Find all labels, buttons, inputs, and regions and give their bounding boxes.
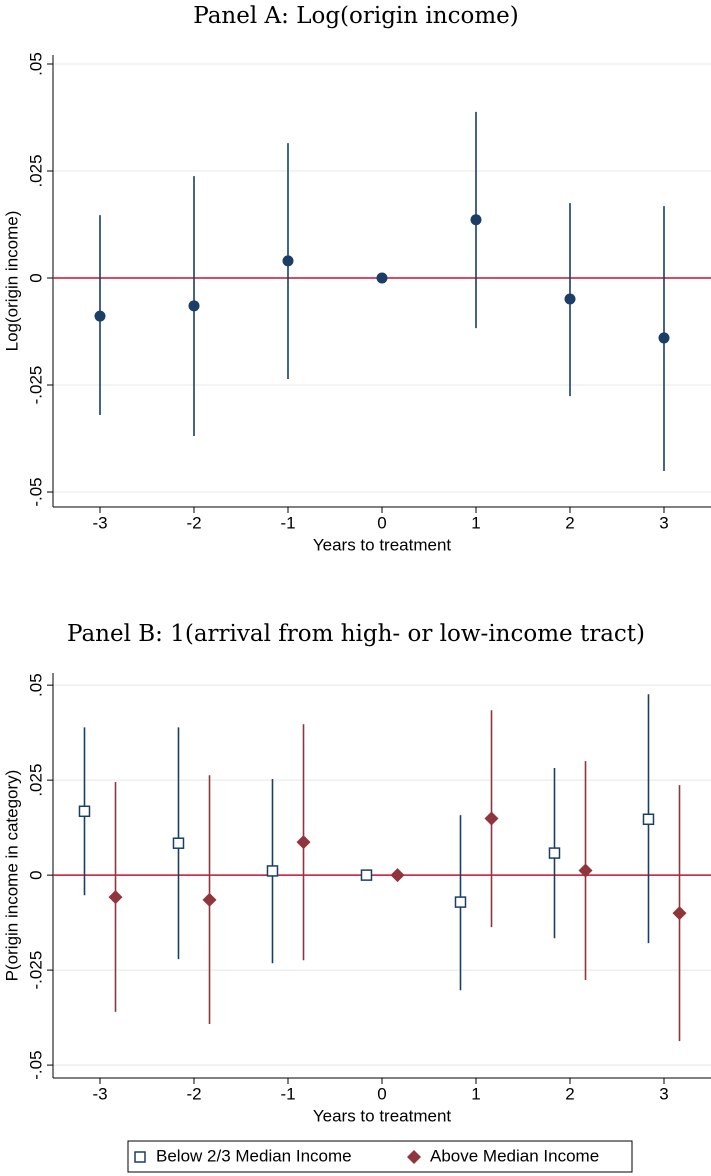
legend-label: Below 2/3 Median Income bbox=[156, 1146, 352, 1165]
y-tick-label: 0 bbox=[26, 870, 45, 879]
legend-label: Above Median Income bbox=[430, 1146, 599, 1165]
x-tick-label: 0 bbox=[377, 513, 386, 532]
point bbox=[108, 890, 123, 905]
x-tick-label: 2 bbox=[565, 513, 574, 532]
x-tick-label: 3 bbox=[659, 1084, 668, 1103]
point bbox=[94, 310, 106, 322]
point bbox=[172, 837, 185, 849]
x-tick-label: 1 bbox=[471, 513, 480, 532]
x-tick-label: 3 bbox=[659, 513, 668, 532]
point bbox=[360, 869, 373, 881]
y-tick-label: 0 bbox=[26, 273, 45, 282]
point bbox=[188, 300, 200, 312]
chart-title: Panel B: 1(arrival from high- or low-inc… bbox=[67, 621, 645, 647]
x-tick-label: -3 bbox=[92, 1084, 107, 1103]
point bbox=[642, 813, 655, 826]
point bbox=[672, 906, 687, 921]
point bbox=[454, 896, 467, 908]
y-tick-label: .05 bbox=[26, 52, 45, 76]
x-tick-label: 0 bbox=[377, 1084, 386, 1103]
y-tick-label: -.025 bbox=[26, 951, 45, 990]
point bbox=[548, 847, 561, 859]
point bbox=[470, 214, 482, 226]
point bbox=[484, 811, 499, 826]
point bbox=[296, 835, 311, 850]
point bbox=[202, 892, 217, 907]
legend-marker bbox=[407, 1150, 421, 1164]
x-tick-label: 1 bbox=[471, 1084, 480, 1103]
y-tick-label: .025 bbox=[26, 154, 45, 187]
y-axis-label: P(origin income in category) bbox=[2, 770, 21, 982]
x-tick-label: -1 bbox=[280, 1084, 295, 1103]
x-tick-label: -3 bbox=[92, 513, 107, 532]
point bbox=[578, 863, 593, 878]
x-axis-label: Years to treatment bbox=[313, 1106, 452, 1125]
y-tick-label: .025 bbox=[26, 764, 45, 797]
y-tick-label: -.05 bbox=[26, 1050, 45, 1079]
x-tick-label: -2 bbox=[186, 1084, 201, 1103]
x-tick-label: -1 bbox=[280, 513, 295, 532]
legend-marker bbox=[134, 1151, 146, 1163]
y-axis-label: Log(origin income) bbox=[2, 211, 21, 352]
y-tick-label: -.05 bbox=[26, 477, 45, 506]
x-tick-label: 2 bbox=[565, 1084, 574, 1103]
point bbox=[564, 293, 576, 305]
point bbox=[282, 255, 294, 267]
point bbox=[266, 865, 279, 877]
y-tick-label: .05 bbox=[26, 673, 45, 697]
point bbox=[376, 272, 388, 284]
point bbox=[78, 805, 91, 818]
chart-title: Panel A: Log(origin income) bbox=[193, 3, 518, 29]
x-tick-label: -2 bbox=[186, 513, 201, 532]
point bbox=[658, 332, 670, 344]
x-axis-label: Years to treatment bbox=[313, 535, 452, 554]
legend-box bbox=[127, 1140, 633, 1173]
y-tick-label: -.025 bbox=[26, 366, 45, 405]
point bbox=[390, 868, 405, 883]
